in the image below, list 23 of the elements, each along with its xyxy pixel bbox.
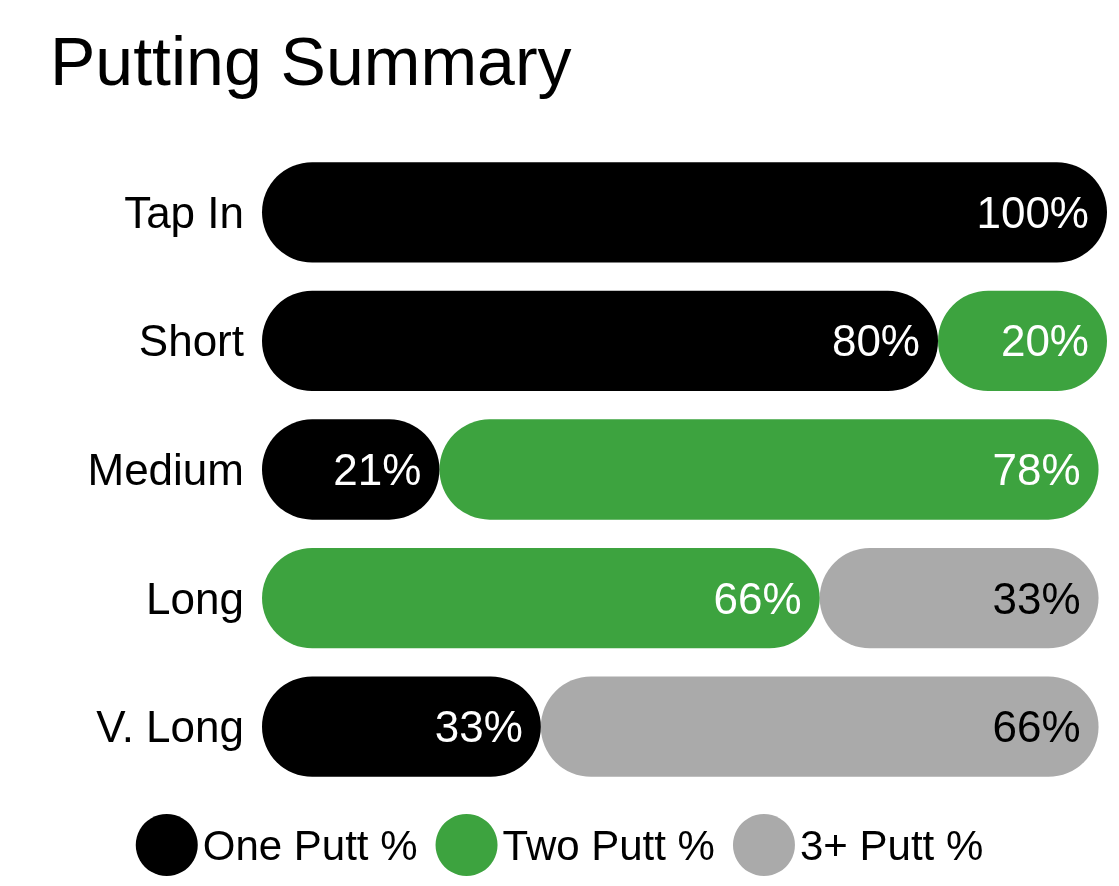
data-label: 66%: [992, 702, 1081, 752]
bar: [262, 162, 1107, 263]
data-label: 80%: [831, 316, 920, 366]
chart-title: Putting Summary: [50, 23, 572, 99]
y-tick-label: V. Long: [96, 702, 244, 752]
y-tick-label: Tap In: [124, 187, 244, 237]
data-label: 33%: [434, 702, 523, 752]
bar: [439, 419, 1099, 520]
y-tick-label: Medium: [87, 445, 244, 494]
data-label: 20%: [1000, 316, 1089, 366]
y-tick-label: Long: [146, 573, 244, 623]
legend-label: 3+ Putt %: [799, 821, 984, 869]
data-label: 66%: [713, 573, 802, 623]
bar: [540, 676, 1099, 777]
data-label: 33%: [992, 573, 1081, 623]
y-tick-label: Short: [138, 316, 244, 366]
data-label: 78%: [992, 445, 1081, 494]
data-label: 100%: [976, 187, 1089, 237]
legend-label: Two Putt %: [502, 821, 715, 869]
legend-label: One Putt %: [202, 821, 418, 869]
bar: [262, 290, 938, 392]
bar: [262, 547, 820, 649]
data-label: 21%: [333, 445, 422, 494]
